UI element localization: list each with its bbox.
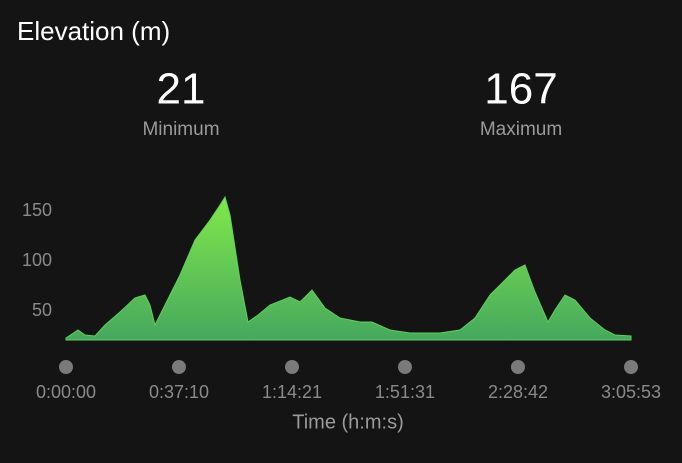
x-tick-label: 1:51:31 bbox=[375, 382, 435, 402]
x-tick-label: 0:00:00 bbox=[36, 382, 96, 402]
x-tick-label: 3:05:53 bbox=[601, 382, 661, 402]
y-tick-label: 150 bbox=[22, 200, 52, 220]
title: Elevation (m) bbox=[17, 16, 170, 46]
x-tick-dot bbox=[59, 360, 73, 374]
stat-value: 21 bbox=[157, 65, 206, 114]
y-tick-label: 50 bbox=[32, 300, 52, 320]
x-tick-dot bbox=[284, 360, 299, 374]
stat-label: Minimum bbox=[142, 119, 219, 140]
x-tick-dot bbox=[171, 360, 186, 374]
stat-label: Maximum bbox=[480, 119, 562, 140]
x-tick-label: 0:37:10 bbox=[149, 382, 209, 402]
y-tick-label: 100 bbox=[22, 250, 52, 270]
x-tick-dot bbox=[397, 360, 412, 374]
x-tick-dot bbox=[624, 360, 638, 374]
elevation-area bbox=[65, 195, 632, 341]
x-axis-title: Time (h:m:s) bbox=[292, 411, 403, 433]
x-tick-label: 1:14:21 bbox=[262, 382, 322, 402]
x-tick-dot bbox=[510, 360, 525, 374]
stat-value: 167 bbox=[484, 65, 557, 114]
x-tick-label: 2:28:42 bbox=[488, 382, 548, 402]
